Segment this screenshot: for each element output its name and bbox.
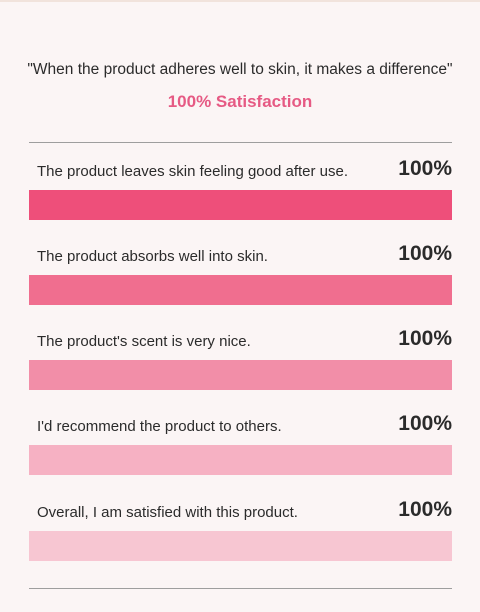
survey-bar-track [29, 275, 452, 305]
survey-item-value-label: 100% [398, 498, 452, 521]
survey-item: The product's scent is very nice. 100% [29, 327, 452, 421]
survey-bar-track [29, 531, 452, 561]
survey-item-value-label: 100% [398, 327, 452, 350]
satisfaction-headline: 100% Satisfaction [167, 92, 313, 111]
survey-item-label: The product's scent is very nice. [37, 333, 251, 350]
quote-text: "When the product adheres well to skin, … [27, 61, 453, 78]
survey-item: The product absorbs well into skin. 100% [29, 242, 452, 336]
top-divider [29, 142, 452, 143]
survey-bar [29, 445, 452, 475]
survey-item-label: Overall, I am satisfied with this produc… [37, 504, 298, 521]
survey-item-value-label: 100% [398, 157, 452, 180]
survey-bar-track [29, 190, 452, 220]
survey-item-label: The product absorbs well into skin. [37, 248, 268, 265]
survey-bar [29, 275, 452, 305]
survey-bar [29, 360, 452, 390]
survey-bar-track [29, 445, 452, 475]
survey-bar [29, 190, 452, 220]
survey-item: Overall, I am satisfied with this produc… [29, 498, 452, 592]
survey-bar-track [29, 360, 452, 390]
bottom-divider [29, 588, 452, 589]
survey-bar [29, 531, 452, 561]
top-border [0, 0, 480, 2]
survey-item-value-label: 100% [398, 412, 452, 435]
survey-item-label: I'd recommend the product to others. [37, 418, 282, 435]
survey-item-value-label: 100% [398, 242, 452, 265]
survey-item: The product leaves skin feeling good aft… [29, 157, 452, 251]
survey-item-label: The product leaves skin feeling good aft… [37, 163, 349, 180]
survey-item: I'd recommend the product to others. 100% [29, 412, 452, 506]
